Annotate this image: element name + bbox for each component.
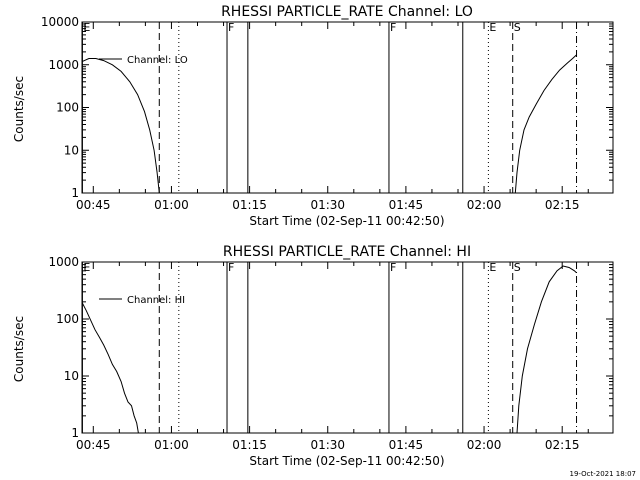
x-tick-label: 02:15 [545, 198, 580, 212]
event-marker-label: E [83, 261, 90, 274]
y-tick-label: 100 [56, 101, 79, 115]
x-tick-label: 02:15 [545, 438, 580, 452]
x-axis-label: Start Time (02-Sep-11 00:42:50) [249, 454, 444, 468]
x-tick-label: 01:45 [389, 438, 424, 452]
event-marker-label: F [390, 21, 396, 34]
x-tick-label: 00:45 [76, 438, 111, 452]
event-marker-label: F [390, 261, 396, 274]
event-marker-label: E [83, 21, 90, 34]
x-tick-label: 02:00 [467, 198, 502, 212]
y-tick-label: 10 [64, 369, 79, 383]
x-tick-label: 01:30 [310, 198, 345, 212]
x-tick-label: 01:45 [389, 198, 424, 212]
rate-curve [81, 302, 139, 434]
y-axis-label: Counts/sec [12, 76, 26, 142]
x-axis-label: Start Time (02-Sep-11 00:42:50) [249, 214, 444, 228]
x-tick-label: 00:45 [76, 198, 111, 212]
x-tick-label: 02:00 [467, 438, 502, 452]
x-tick-label: 01:15 [232, 198, 267, 212]
legend-label: Channel: HI [127, 295, 185, 306]
event-marker-label: S [514, 21, 521, 34]
panel-lo-channel: RHESSI PARTICLE_RATE Channel: LO Start T… [12, 4, 614, 228]
event-marker-label: E [489, 261, 496, 274]
event-marker-label: E [489, 21, 496, 34]
y-tick-label: 1000 [48, 255, 79, 269]
event-marker-label: F [228, 21, 234, 34]
x-tick-label: 01:00 [154, 438, 189, 452]
y-axis-label: Counts/sec [12, 316, 26, 382]
event-marker-label: S [514, 261, 521, 274]
y-tick-label: 1 [71, 186, 79, 200]
y-tick-label: 1 [71, 426, 79, 440]
x-tick-label: 01:00 [154, 198, 189, 212]
generation-timestamp: 19-Oct-2021 18:07 [570, 470, 636, 478]
legend-label: Channel: LO [127, 55, 188, 66]
rate-curve [514, 54, 577, 194]
y-tick-label: 10 [64, 143, 79, 157]
event-marker-label: F [228, 261, 234, 274]
panel-title: RHESSI PARTICLE_RATE Channel: LO [221, 4, 473, 20]
rate-curve [82, 58, 160, 194]
y-tick-label: 10000 [41, 15, 79, 29]
panel-hi-channel: RHESSI PARTICLE_RATE Channel: HI Start T… [12, 244, 614, 468]
x-tick-label: 01:15 [232, 438, 267, 452]
panel-title: RHESSI PARTICLE_RATE Channel: HI [223, 244, 471, 260]
x-tick-label: 01:30 [310, 438, 345, 452]
y-tick-label: 1000 [48, 58, 79, 72]
rate-curve [516, 265, 577, 434]
y-tick-label: 100 [56, 312, 79, 326]
